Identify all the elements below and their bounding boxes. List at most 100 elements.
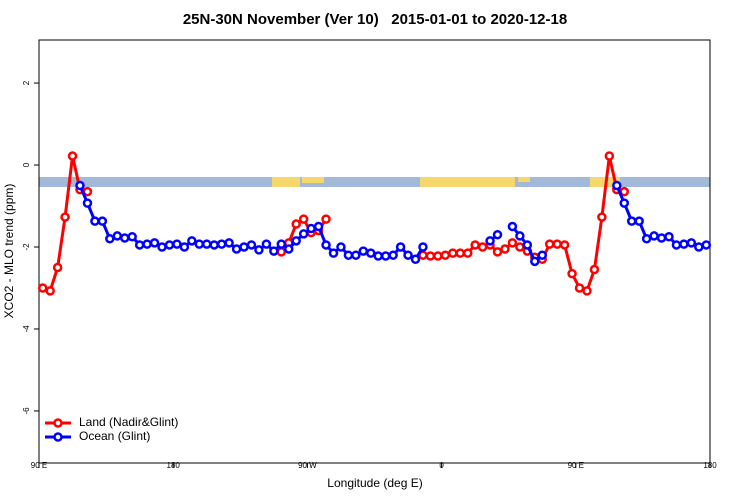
- data-point: [500, 244, 510, 254]
- data-point: [321, 240, 331, 250]
- data-point: [656, 233, 667, 243]
- data-point: [306, 223, 316, 234]
- data-point: [641, 234, 652, 244]
- data-point: [209, 240, 219, 250]
- data-point: [67, 151, 78, 161]
- y-tick-label: -6: [22, 407, 31, 415]
- data-point: [507, 238, 518, 248]
- data-point: [202, 239, 212, 249]
- x-tick-label: 180: [167, 461, 181, 470]
- data-point: [157, 242, 167, 252]
- data-point: [380, 251, 391, 261]
- data-point: [515, 242, 525, 252]
- data-point: [284, 244, 294, 254]
- data-point: [105, 234, 115, 244]
- data-point: [82, 198, 93, 208]
- data-point: [433, 251, 443, 261]
- data-point: [455, 248, 465, 258]
- chart-title: 25N-30N November (Ver 10) 2015-01-01 to …: [183, 11, 567, 28]
- data-point: [37, 283, 48, 293]
- data-point: [269, 246, 279, 256]
- data-point: [254, 245, 264, 255]
- data-point: [403, 250, 413, 260]
- data-point: [388, 250, 398, 260]
- data-point: [45, 286, 55, 296]
- data-point: [410, 254, 421, 265]
- data-point: [612, 180, 622, 191]
- data-point: [60, 212, 70, 222]
- data-point: [119, 233, 130, 243]
- data-point: [216, 239, 227, 249]
- data-point: [298, 229, 309, 239]
- land-strip: [272, 177, 300, 187]
- data-point: [164, 240, 175, 250]
- x-tick-label: 90 E: [568, 461, 584, 470]
- land-strip: [420, 177, 515, 187]
- data-point: [351, 250, 361, 260]
- data-point: [142, 239, 152, 249]
- data-point: [649, 231, 659, 241]
- series: [75, 180, 712, 267]
- data-point: [694, 242, 704, 252]
- legend-marker: [53, 432, 63, 442]
- data-point: [343, 250, 354, 260]
- data-point: [634, 216, 644, 226]
- legend: Land (Nadir&Glint)Ocean (Glint): [45, 415, 178, 443]
- data-point: [127, 231, 137, 242]
- data-point: [544, 239, 555, 249]
- data-point: [418, 242, 428, 252]
- series: [37, 151, 630, 296]
- data-point: [507, 221, 518, 232]
- data-point: [75, 180, 85, 191]
- data-point: [522, 240, 533, 250]
- data-point: [552, 239, 562, 249]
- data-point: [224, 238, 234, 248]
- data-point: [477, 242, 488, 252]
- data-point: [328, 248, 339, 258]
- data-point: [686, 238, 697, 248]
- data-point: [530, 256, 540, 267]
- data-point: [97, 216, 108, 226]
- data-point: [336, 242, 346, 252]
- x-tick-label: 180: [703, 461, 717, 470]
- data-point: [276, 239, 287, 249]
- data-point: [537, 250, 547, 260]
- data-point: [671, 240, 682, 250]
- data-point: [321, 214, 331, 224]
- data-point: [90, 216, 100, 226]
- data-point: [373, 251, 383, 261]
- data-point: [448, 248, 458, 258]
- data-point: [582, 286, 592, 296]
- legend-label: Ocean (Glint): [79, 429, 150, 443]
- data-point: [515, 231, 525, 241]
- data-point: [604, 151, 615, 161]
- data-point: [701, 240, 712, 250]
- y-tick-label: 0: [22, 162, 31, 167]
- land-strip: [302, 177, 324, 183]
- data-point: [425, 251, 436, 261]
- data-point: [574, 283, 585, 293]
- y-axis-label: XCO2 - MLO trend (ppm): [2, 184, 16, 319]
- data-point: [276, 247, 287, 257]
- data-point: [52, 262, 63, 273]
- data-point: [291, 219, 301, 229]
- y-tick-label: -4: [22, 325, 31, 333]
- data-point: [485, 236, 495, 246]
- data-point: [358, 246, 369, 256]
- data-point: [664, 231, 674, 242]
- data-point: [440, 250, 451, 260]
- data-point: [597, 212, 607, 222]
- data-point: [559, 240, 570, 250]
- data-point: [462, 248, 473, 258]
- data-point: [134, 240, 145, 250]
- y-tick-label: -2: [22, 243, 31, 251]
- ocean-strip: [39, 177, 710, 187]
- data-point: [395, 242, 406, 252]
- data-point: [194, 239, 205, 249]
- x-axis-label: Longitude (deg E): [327, 476, 422, 490]
- data-point: [187, 236, 197, 246]
- data-point: [261, 239, 272, 249]
- data-point: [567, 268, 577, 279]
